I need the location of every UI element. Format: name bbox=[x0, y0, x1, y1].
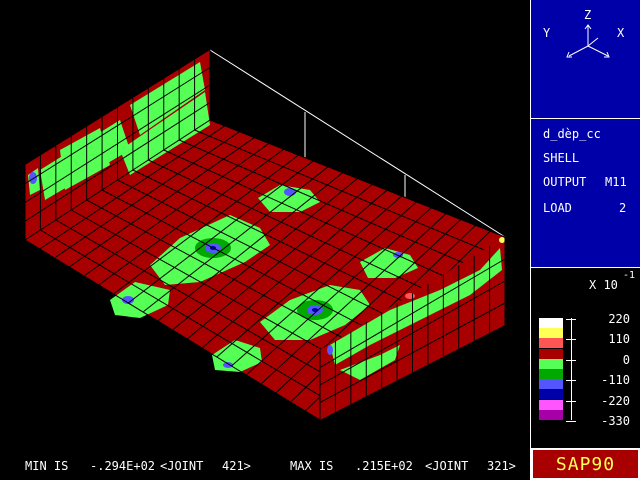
max-joint-label: <JOINT bbox=[425, 459, 469, 473]
legend-tick-label: 220 bbox=[608, 312, 630, 326]
min-value: -.294E+02 bbox=[90, 459, 156, 473]
min-joint: 421> bbox=[222, 459, 251, 473]
legend-swatch bbox=[539, 358, 563, 369]
legend-swatch bbox=[539, 318, 563, 328]
legend-axis-line bbox=[571, 318, 572, 420]
legend-swatch bbox=[539, 399, 563, 410]
legend-swatch bbox=[539, 348, 563, 359]
legend-swatch bbox=[539, 409, 563, 420]
axis-triad-icon bbox=[566, 24, 610, 58]
legend-tick-label: 0 bbox=[622, 352, 630, 367]
contour-legend: X 10 -1 220 110 0 -110 -220 -330 bbox=[531, 268, 640, 446]
load-label: LOAD bbox=[543, 201, 572, 215]
model-name: d_dèp_cc bbox=[543, 127, 601, 141]
legend-tick-label: -330 bbox=[601, 414, 630, 428]
output-label: OUTPUT bbox=[543, 175, 587, 189]
sap90-logo: SAP90 bbox=[531, 448, 640, 480]
legend-swatch bbox=[539, 379, 563, 390]
min-label: MIN IS bbox=[25, 459, 69, 473]
legend-swatch bbox=[539, 328, 563, 339]
legend-scale-exponent: -1 bbox=[623, 270, 636, 281]
output-value: M11 bbox=[605, 175, 627, 189]
legend-swatch bbox=[539, 389, 563, 400]
load-value: 2 bbox=[619, 201, 627, 215]
info-panel: d_dèp_cc SHELL OUTPUT M11 LOAD 2 bbox=[531, 119, 640, 268]
element-type: SHELL bbox=[543, 151, 580, 165]
legend-tick-label: 110 bbox=[608, 332, 630, 347]
max-joint: 321> bbox=[487, 459, 516, 473]
contour-viewport bbox=[24, 49, 506, 421]
front-wall bbox=[319, 237, 506, 420]
legend-tick-label: -110 bbox=[601, 373, 630, 388]
axis-z-label: Z bbox=[584, 8, 592, 22]
status-bar: MIN IS -.294E+02 <JOINT 421> MAX IS .215… bbox=[0, 450, 530, 480]
axis-x-label: X bbox=[617, 26, 625, 40]
legend-swatch bbox=[539, 369, 563, 379]
axis-triad-panel: Z Y X bbox=[531, 0, 640, 119]
legend-swatch bbox=[539, 338, 563, 349]
legend-scale: X 10 bbox=[589, 278, 618, 292]
axis-y-label: Y bbox=[543, 26, 551, 40]
legend-tick-label: -220 bbox=[601, 393, 630, 408]
min-joint-label: <JOINT bbox=[160, 459, 204, 473]
sidebar: Z Y X d_dèp_cc SHELL OUTPUT M11 LOAD 2 X… bbox=[530, 0, 640, 480]
max-label: MAX IS bbox=[290, 459, 334, 473]
legend-tick-mark bbox=[566, 421, 576, 422]
max-value: .215E+02 bbox=[355, 459, 413, 473]
